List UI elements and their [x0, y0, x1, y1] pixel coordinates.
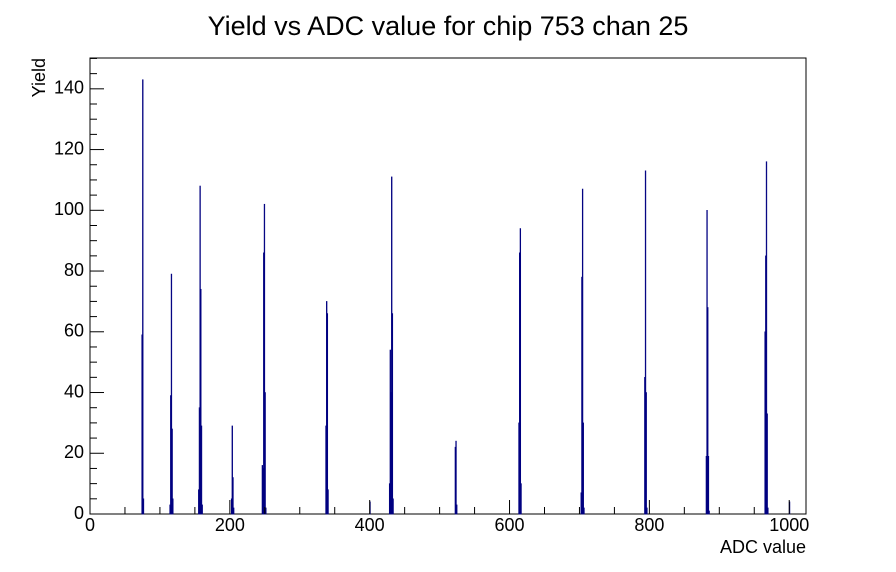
- histogram-bar: [264, 392, 266, 515]
- y-tick-label: 60: [64, 321, 84, 341]
- x-tick-label: 400: [355, 515, 385, 535]
- histogram-bar: [645, 392, 647, 515]
- histogram-bar: [200, 425, 203, 515]
- histogram-bar: [142, 498, 145, 515]
- histogram-bar: [201, 504, 203, 515]
- x-tick-label: 1000: [769, 515, 809, 535]
- histogram-bar: [767, 507, 769, 515]
- histogram-bar: [170, 273, 173, 515]
- histogram-bar: [644, 170, 647, 515]
- histogram-bar: [265, 507, 267, 515]
- x-tick-label: 200: [215, 515, 245, 535]
- histogram-bar: [391, 313, 394, 515]
- histogram-bar: [455, 440, 457, 515]
- histogram-bar: [765, 161, 768, 515]
- histogram-bar: [233, 507, 235, 515]
- histogram-bar: [200, 288, 202, 515]
- histogram-bar: [232, 477, 234, 515]
- histogram-bar: [456, 504, 458, 515]
- y-tick-label: 0: [74, 503, 84, 523]
- chart-title: Yield vs ADC value for chip 753 chan 25: [208, 11, 689, 41]
- y-tick-label: 100: [54, 199, 84, 219]
- y-tick-label: 20: [64, 442, 84, 462]
- y-tick-label: 80: [64, 260, 84, 280]
- histogram-bar: [707, 455, 710, 515]
- histogram-bar: [766, 413, 768, 515]
- histogram-bar: [171, 428, 173, 515]
- histogram-bar: [392, 498, 394, 515]
- histogram-bar: [326, 313, 329, 515]
- plot-frame: [89, 57, 807, 515]
- histogram-bar: [172, 498, 174, 515]
- y-tick-label: 40: [64, 381, 84, 401]
- y-tick-label: 120: [54, 138, 84, 158]
- histogram-bar: [646, 507, 648, 515]
- histogram-bar: [708, 510, 710, 515]
- histogram-bar: [231, 425, 233, 515]
- histogram-bar: [520, 483, 522, 515]
- histogram-bar: [583, 507, 585, 515]
- histogram-bar: [581, 188, 584, 515]
- x-tick-label: 800: [634, 515, 664, 535]
- y-tick-label: 140: [54, 78, 84, 98]
- histogram-bar: [327, 489, 329, 515]
- x-tick-label: 600: [495, 515, 525, 535]
- y-axis-label: Yield: [29, 58, 49, 97]
- histogram-bar: [707, 307, 709, 515]
- histogram-bar: [142, 79, 144, 515]
- x-tick-label: 0: [85, 515, 95, 535]
- histogram-bar: [582, 422, 584, 515]
- x-axis-label: ADC value: [720, 537, 806, 557]
- histogram-bar: [519, 228, 522, 515]
